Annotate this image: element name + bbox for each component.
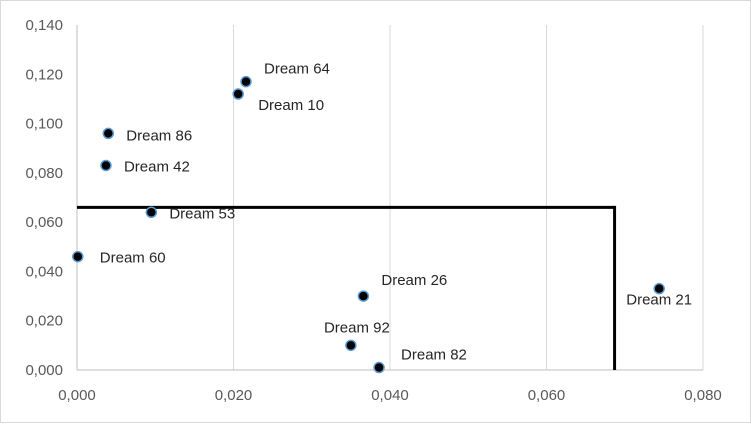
- axes: 0,000 0,020 0,040 0,060 0,080 0,000 0,020 0,040…: [25, 17, 721, 404]
- data-point: [357, 290, 370, 302]
- x-tick-label: 0,040: [371, 387, 409, 404]
- y-tick-label: 0,040: [25, 263, 63, 280]
- y-tick-label: 0,100: [25, 116, 63, 133]
- y-tick-label: 0,140: [25, 17, 63, 34]
- data-label: Dream 21: [626, 292, 692, 309]
- data-point: [102, 127, 115, 140]
- y-tick-label: 0,080: [25, 165, 63, 182]
- data-label: Dream 86: [126, 127, 192, 144]
- x-tick-label: 0,080: [684, 387, 722, 404]
- x-tick-label: 0,000: [58, 387, 96, 404]
- data-label: Dream 82: [401, 347, 467, 364]
- data-label: Dream 92: [324, 319, 390, 336]
- y-tick-label: 0,020: [25, 313, 63, 330]
- data-point: [145, 206, 158, 219]
- y-tick-label: 0,000: [25, 362, 63, 379]
- data-point: [240, 75, 252, 88]
- data-label: Dream 60: [100, 250, 166, 267]
- data-point: [653, 282, 665, 295]
- data-point: [100, 159, 112, 172]
- grid-lines: [233, 25, 704, 370]
- threshold-lines: [77, 205, 617, 370]
- data-label: Dream 42: [124, 158, 190, 175]
- data-label: Dream 26: [381, 272, 447, 289]
- y-tick-label: 0,060: [25, 214, 63, 231]
- data-point: [72, 250, 84, 263]
- data-labels: Dream 64 Dream 10 Dream 86 Dream 42 Dream 53…: [100, 61, 692, 364]
- data-label: Dream 64: [264, 61, 330, 78]
- data-label: Dream 10: [258, 97, 324, 114]
- data-point: [345, 339, 357, 352]
- data-point: [373, 361, 385, 374]
- x-tick-label: 0,060: [528, 387, 566, 404]
- data-point: [232, 88, 244, 100]
- x-tick-label: 0,020: [215, 387, 253, 404]
- data-label: Dream 53: [169, 205, 235, 222]
- data-points: [72, 75, 665, 374]
- y-tick-label: 0,120: [25, 66, 63, 83]
